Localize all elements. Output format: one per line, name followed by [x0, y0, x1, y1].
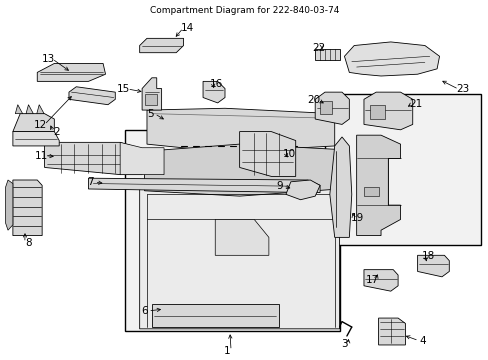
Polygon shape [417, 255, 448, 277]
Polygon shape [44, 142, 142, 175]
Bar [144, 94, 157, 105]
Polygon shape [13, 132, 59, 146]
Polygon shape [142, 78, 161, 110]
Polygon shape [120, 142, 163, 175]
Polygon shape [315, 92, 348, 125]
Text: 8: 8 [25, 238, 32, 248]
Bar [320, 101, 331, 114]
Text: 12: 12 [34, 120, 47, 130]
Text: 23: 23 [455, 84, 468, 94]
Polygon shape [147, 108, 334, 152]
Polygon shape [285, 180, 320, 200]
Polygon shape [363, 270, 397, 291]
Polygon shape [363, 92, 412, 130]
Polygon shape [37, 105, 44, 114]
Text: 1: 1 [224, 346, 230, 356]
Text: 15: 15 [117, 84, 130, 94]
Text: 6: 6 [141, 306, 147, 316]
Text: 19: 19 [350, 213, 364, 223]
Polygon shape [344, 42, 439, 76]
Text: 10: 10 [283, 149, 296, 159]
Text: 11: 11 [35, 150, 48, 161]
Polygon shape [356, 135, 400, 235]
Text: 18: 18 [421, 251, 434, 261]
Text: 9: 9 [276, 181, 283, 191]
Text: 3: 3 [341, 339, 347, 349]
Bar [363, 187, 378, 196]
Polygon shape [144, 144, 339, 196]
Polygon shape [5, 180, 13, 230]
Polygon shape [37, 63, 105, 81]
Polygon shape [215, 220, 268, 255]
Polygon shape [152, 304, 278, 327]
Text: 14: 14 [180, 23, 193, 33]
Text: 7: 7 [87, 177, 94, 187]
Text: 5: 5 [147, 109, 154, 119]
Polygon shape [140, 184, 339, 329]
Text: 17: 17 [365, 275, 378, 285]
Polygon shape [69, 87, 115, 105]
Text: 21: 21 [408, 99, 422, 109]
Text: 13: 13 [42, 54, 55, 64]
Text: 16: 16 [210, 78, 223, 89]
Polygon shape [26, 105, 33, 114]
Text: 2: 2 [53, 127, 60, 137]
Polygon shape [13, 180, 42, 235]
Polygon shape [203, 81, 224, 103]
Polygon shape [140, 39, 183, 53]
Bar [325, 94, 480, 244]
Text: 4: 4 [418, 336, 425, 346]
Polygon shape [329, 137, 351, 237]
Polygon shape [13, 114, 54, 132]
Polygon shape [239, 132, 295, 176]
Bar [125, 130, 339, 330]
Text: Compartment Diagram for 222-840-03-74: Compartment Diagram for 222-840-03-74 [149, 6, 339, 15]
Text: 22: 22 [311, 43, 325, 53]
Bar [369, 105, 384, 119]
Polygon shape [315, 49, 339, 60]
Polygon shape [88, 178, 320, 193]
Polygon shape [378, 318, 405, 345]
Polygon shape [15, 105, 22, 114]
Text: 20: 20 [307, 95, 320, 105]
